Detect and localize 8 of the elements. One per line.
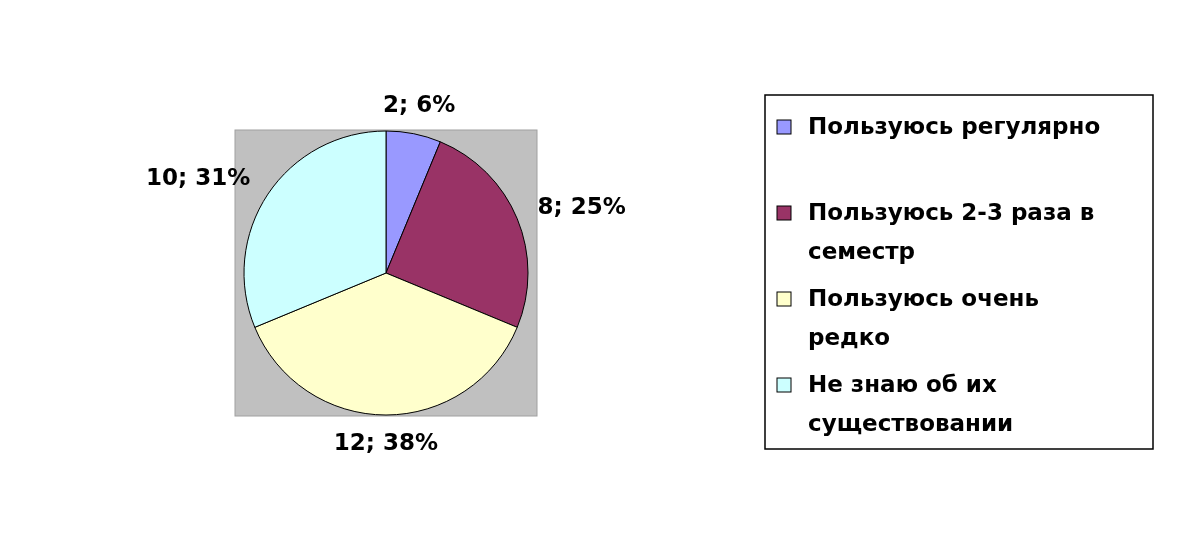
legend-label: Пользуюсь регулярно — [808, 112, 1101, 139]
legend-label: Пользуюсь очень редко — [808, 284, 1039, 350]
data-label: 2; 6% — [383, 91, 456, 118]
data-label: 10; 31% — [146, 163, 251, 190]
data-label: 8; 25% — [537, 193, 626, 220]
legend-label: Пользуюсь 2-3 раза в семестр — [808, 198, 1095, 264]
legend-label: Не знаю об их существовании — [808, 370, 1014, 436]
data-label: 12; 38% — [333, 428, 439, 455]
